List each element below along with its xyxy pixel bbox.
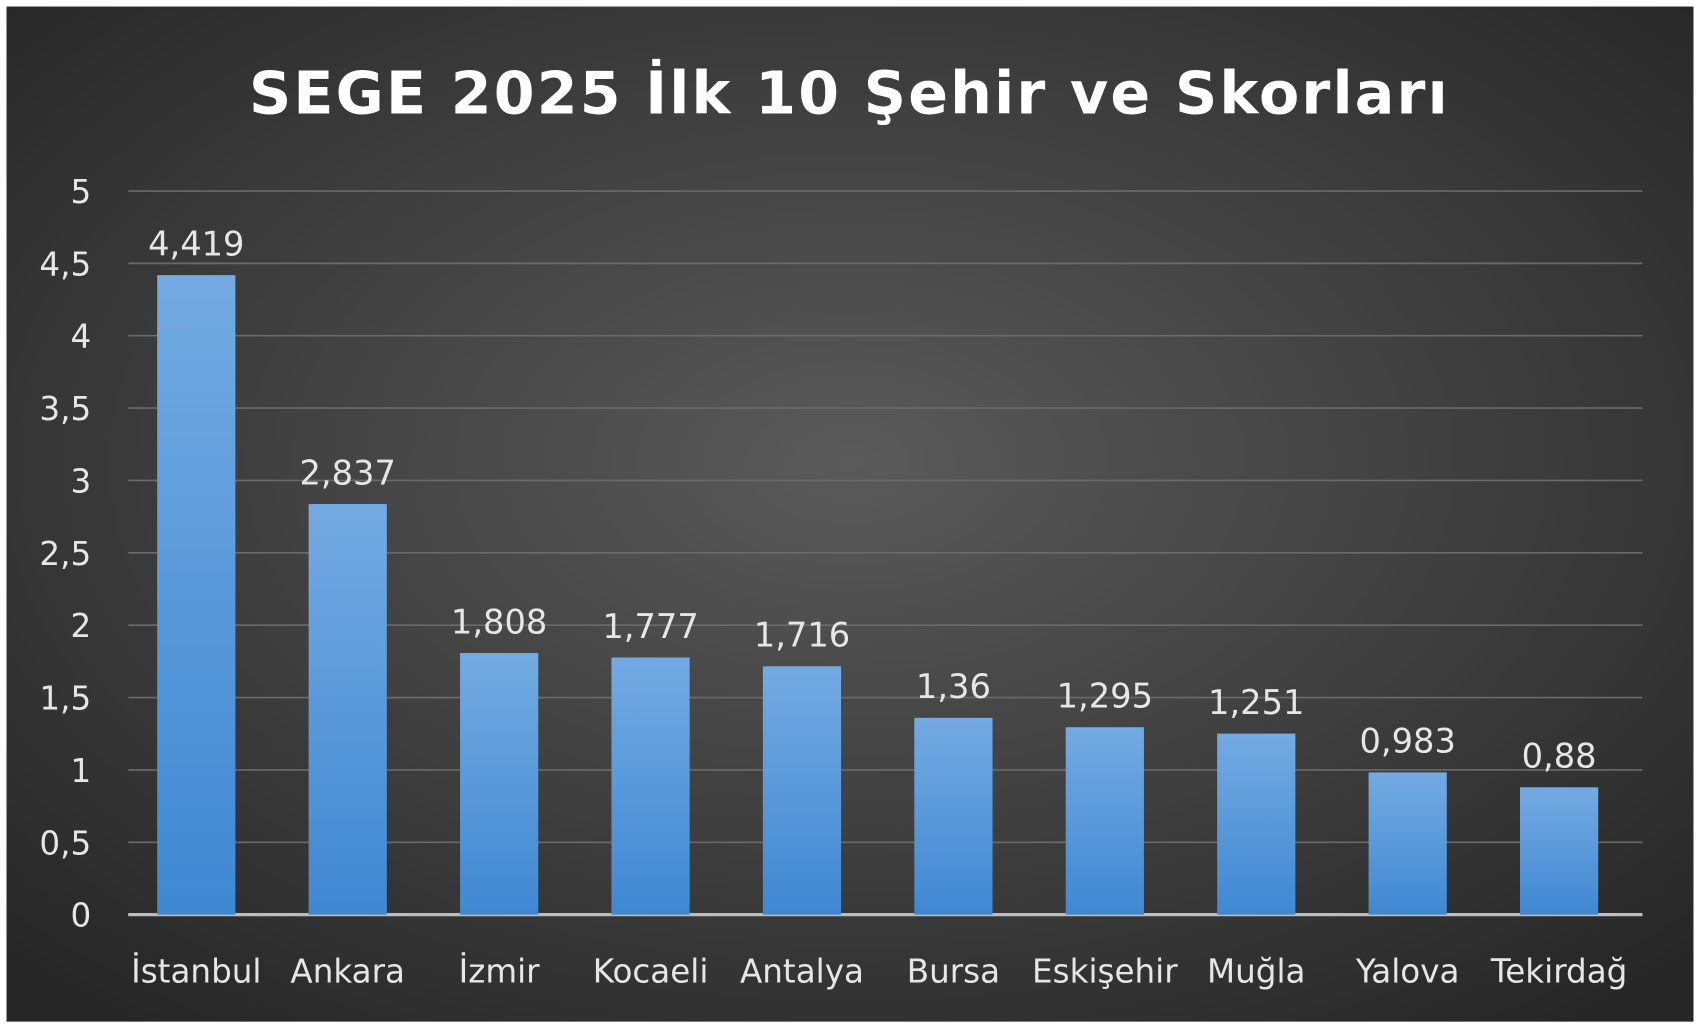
y-tick-label: 3,5 [39, 390, 91, 428]
x-tick-label: Muğla [1207, 952, 1305, 990]
bar [914, 717, 993, 915]
x-tick-label: Eskişehir [1032, 952, 1178, 990]
bar [1368, 772, 1447, 915]
y-tick-label: 2 [71, 607, 92, 645]
y-tick-label: 0 [71, 897, 92, 935]
x-tick-label: Bursa [907, 952, 1000, 990]
bar [308, 504, 387, 915]
bar [1065, 727, 1144, 915]
data-label: 4,419 [148, 224, 244, 263]
x-tick-label: Ankara [290, 952, 405, 990]
data-label: 1,295 [1057, 677, 1153, 716]
data-label: 1,808 [451, 602, 547, 641]
data-label: 0,88 [1522, 737, 1597, 776]
y-tick-label: 4 [71, 318, 92, 356]
y-tick-label: 2,5 [39, 535, 91, 573]
data-label: 1,36 [916, 667, 991, 706]
bar [611, 657, 690, 915]
x-tick-label: İzmir [459, 952, 540, 990]
y-tick-label: 1,5 [39, 680, 91, 718]
data-label: 1,716 [754, 616, 850, 655]
bar [1217, 733, 1296, 915]
x-tick-label: Kocaeli [593, 952, 709, 990]
x-tick-label: Yalova [1355, 952, 1460, 990]
y-tick-label: 1 [71, 752, 92, 790]
y-tick-label: 5 [71, 173, 92, 211]
y-tick-label: 3 [71, 462, 92, 500]
data-label: 1,251 [1208, 683, 1304, 722]
y-tick-label: 4,5 [39, 245, 91, 283]
bar [460, 652, 539, 915]
x-tick-label: Antalya [740, 952, 864, 990]
x-tick-label: İstanbul [131, 952, 261, 990]
bar [157, 275, 236, 915]
bar [762, 666, 842, 915]
y-tick-label: 0,5 [39, 824, 91, 862]
data-label: 1,777 [602, 607, 698, 646]
data-label: 0,983 [1359, 722, 1455, 761]
data-label: 2,837 [300, 453, 396, 492]
chart-title: SEGE 2025 İlk 10 Şehir ve Skorları [249, 58, 1450, 127]
bar [1520, 787, 1599, 915]
x-tick-label: Tekirdağ [1490, 952, 1627, 990]
